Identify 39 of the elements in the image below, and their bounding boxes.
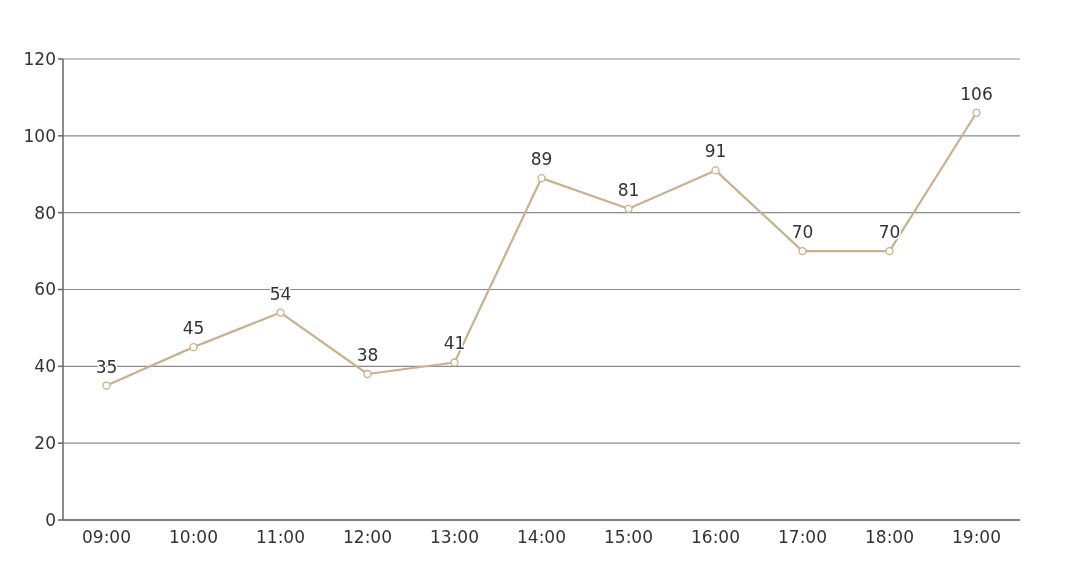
point bbox=[624, 204, 633, 213]
data-label: 81 bbox=[617, 179, 640, 200]
x-tick-label: 17:00 bbox=[778, 527, 827, 547]
data-label: 38 bbox=[356, 345, 379, 366]
x-tick-label: 11:00 bbox=[256, 527, 305, 547]
data-label: 70 bbox=[878, 222, 901, 243]
x-tick-label: 18:00 bbox=[865, 527, 914, 547]
y-tick-label: 120 bbox=[23, 48, 56, 69]
x-tick-label: 13:00 bbox=[430, 527, 479, 547]
point bbox=[276, 308, 285, 317]
point bbox=[537, 173, 546, 183]
data-label: 45 bbox=[182, 318, 205, 339]
point bbox=[102, 381, 111, 390]
x-tick-label: 19:00 bbox=[952, 527, 1001, 547]
point bbox=[189, 342, 198, 352]
x-tick-label: 15:00 bbox=[604, 527, 653, 547]
point bbox=[363, 369, 372, 379]
point bbox=[972, 108, 981, 117]
data-label: 106 bbox=[960, 83, 993, 104]
y-tick-label: 40 bbox=[34, 356, 56, 377]
point bbox=[450, 358, 459, 367]
data-label: 54 bbox=[269, 283, 292, 304]
point bbox=[798, 246, 807, 256]
data-label: 91 bbox=[704, 141, 727, 162]
data-label: 70 bbox=[791, 222, 814, 243]
x-tick-label: 09:00 bbox=[82, 527, 131, 547]
y-tick-label: 60 bbox=[34, 279, 56, 300]
x-tick-label: 16:00 bbox=[691, 527, 740, 547]
x-tick-label: 14:00 bbox=[517, 527, 566, 547]
y-tick-label: 0 bbox=[45, 509, 56, 530]
y-tick-label: 20 bbox=[34, 433, 56, 454]
point bbox=[885, 246, 894, 256]
y-tick-label: 100 bbox=[23, 125, 56, 146]
data-label: 41 bbox=[443, 333, 466, 354]
x-tick-label: 10:00 bbox=[169, 527, 218, 547]
y-tick-label: 80 bbox=[34, 202, 56, 223]
point bbox=[711, 166, 720, 175]
data-label: 89 bbox=[530, 149, 553, 170]
x-tick-label: 12:00 bbox=[343, 527, 392, 547]
